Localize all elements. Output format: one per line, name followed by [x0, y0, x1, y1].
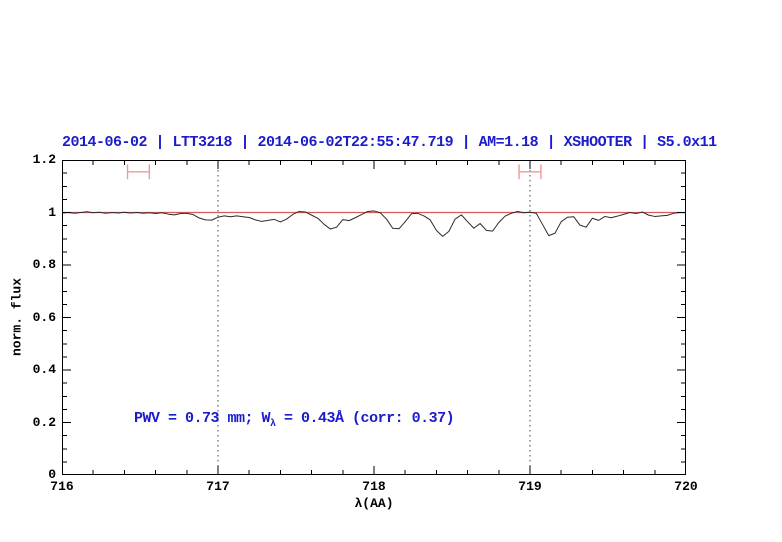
x-axis-label: λ(AA) — [354, 496, 394, 511]
x-tick-label: 720 — [674, 479, 698, 494]
y-tick-label: 1.2 — [32, 152, 56, 167]
y-tick-label: 0.4 — [32, 362, 56, 377]
y-tick-label: 0.2 — [32, 414, 56, 430]
y-tick-label: 0.8 — [32, 257, 56, 272]
x-tick-label: 716 — [50, 479, 74, 494]
y-tick-label: 1 — [48, 204, 56, 220]
plot-title: 2014-06-02 | LTT3218 | 2014-06-02T22:55:… — [62, 134, 717, 151]
x-tick-label: 719 — [518, 479, 542, 494]
range-marker — [126, 164, 151, 180]
pwv-annotation-prefix: PWV = 0.73 mm; W — [134, 410, 271, 427]
pwv-annotation: PWV = 0.73 mm; Wλ = 0.43Å (corr: 0.37) — [134, 410, 455, 430]
y-tick-label: 0.6 — [32, 309, 56, 325]
x-tick-label: 717 — [206, 479, 230, 494]
range-marker — [518, 164, 542, 180]
lambda-subscript: λ — [270, 419, 276, 430]
x-tick-label: 718 — [362, 479, 386, 494]
y-tick-label: 0 — [48, 467, 56, 482]
spectrum-plot — [62, 160, 686, 475]
pwv-annotation-suffix: = 0.43Å (corr: 0.37) — [275, 410, 455, 427]
spectrum-line — [62, 210, 686, 237]
